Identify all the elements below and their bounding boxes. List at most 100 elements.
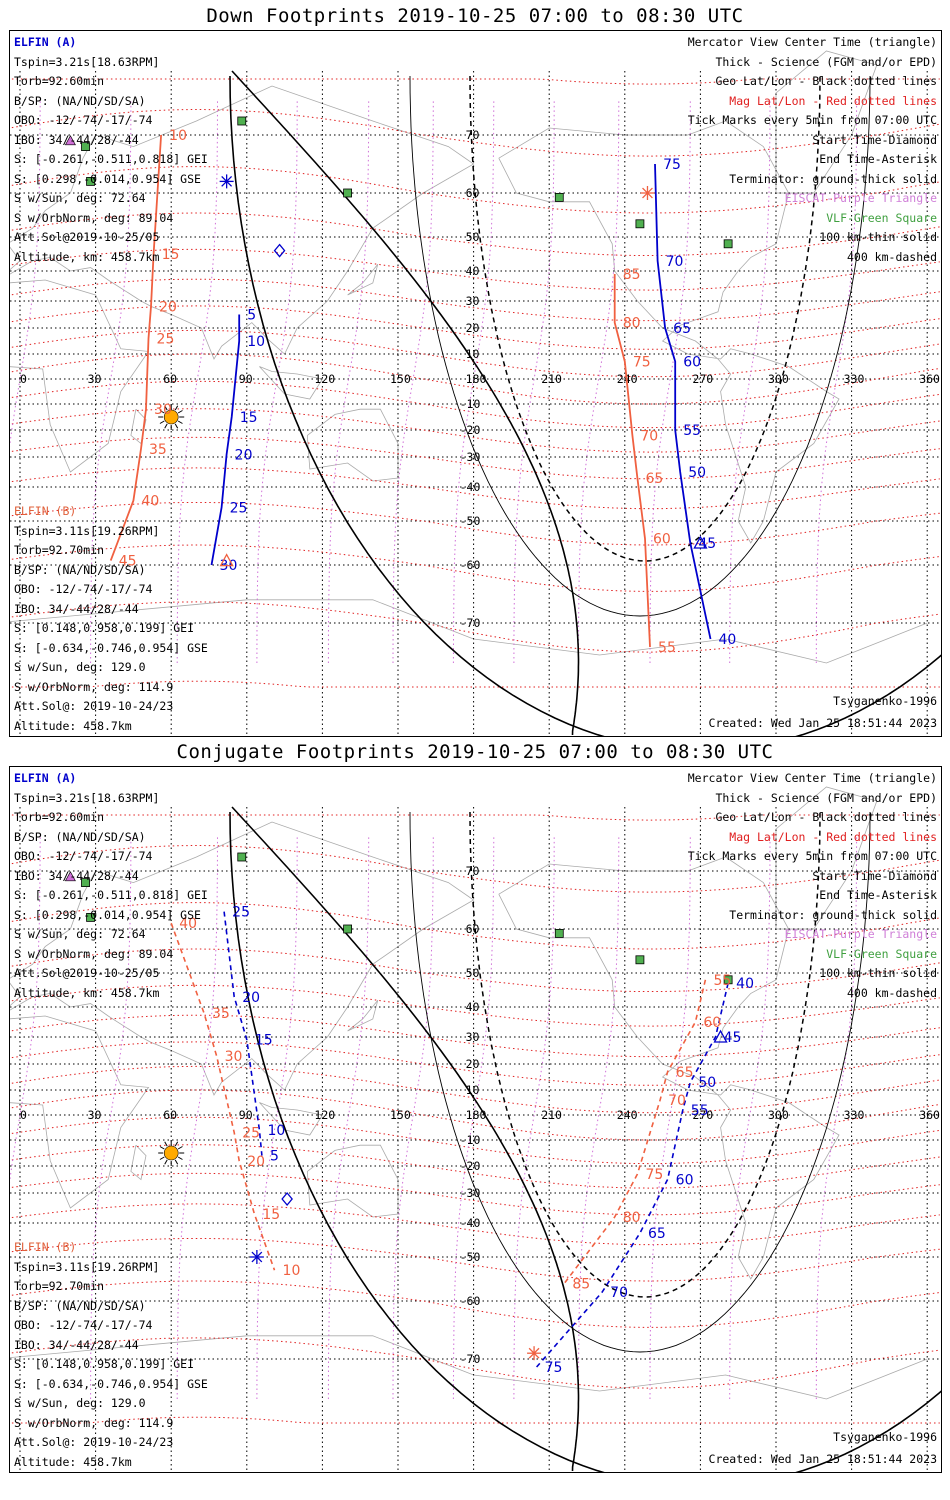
elfin-a-param: Att.Sol@2019-10-25/05 — [14, 230, 160, 244]
elfin-b-name: ELFIN (B) — [14, 1240, 77, 1254]
elfin-a-track: 25 20 15 10 5 75 70 65 60 55 50 45 40 — [223, 905, 754, 1376]
vlf-square-icon — [554, 928, 564, 938]
end-asterisk-icon — [249, 1250, 264, 1264]
lat-label: 10 — [466, 1083, 480, 1097]
lat-label: -20 — [460, 423, 481, 437]
lat-label: 70 — [466, 864, 480, 878]
center-triangle-icon — [713, 1029, 728, 1043]
lon-label: 90 — [239, 372, 253, 386]
lat-label: -60 — [460, 558, 481, 572]
lat-label: 40 — [466, 1000, 480, 1014]
elfin-a-param: Tspin=3.21s[18.63RPM] — [14, 790, 160, 805]
elfin-a-name: ELFIN (A) — [14, 771, 77, 785]
elfin-a-param: S: [0.298,-0.014,0.954] GSE — [14, 907, 201, 922]
elfin-b-param: S w/OrbNorm, deg: 114.9 — [14, 679, 174, 694]
lon-label: 360 — [919, 1108, 940, 1122]
track-tick-label: 10 — [267, 1123, 285, 1139]
panel-title-conjugate: Conjugate Footprints 2019-10-25 07:00 to… — [176, 741, 774, 763]
lon-label: 360 — [919, 372, 940, 386]
vlf-square-icon — [237, 852, 247, 862]
track-tick-label: 5 — [247, 308, 256, 324]
track-tick-label: 25 — [157, 331, 175, 347]
track-tick-label: 85 — [623, 267, 641, 283]
lat-label: 20 — [466, 1057, 480, 1071]
down-footprints-map: 0 30 60 90 120 150 180 210 240 270 300 330 360 70 60 50… — [9, 30, 942, 737]
legend-item: End Time-Asterisk — [819, 888, 937, 902]
lon-label: 300 — [768, 1108, 789, 1122]
lon-label: 150 — [390, 372, 411, 386]
track-markers — [219, 174, 708, 567]
track-tick-label: 55 — [658, 640, 676, 656]
elfin-a-param: S: [0.298,-0.014,0.954] GSE — [14, 171, 201, 186]
lon-label: 30 — [88, 372, 102, 386]
elfin-a-param: Torb=92.60min — [14, 810, 105, 824]
lat-label: 30 — [466, 294, 480, 308]
lat-label: 50 — [466, 966, 480, 980]
track-tick-label: 10 — [169, 128, 187, 144]
end-asterisk-icon — [640, 186, 655, 200]
legend-item: Tick Marks every 5min from 07:00 UTC — [687, 849, 937, 863]
legend-item: Tick Marks every 5min from 07:00 UTC — [687, 113, 937, 127]
track-tick-label: 10 — [283, 1263, 301, 1279]
legend-item: VLF-Green Square — [826, 946, 937, 961]
lon-label: 270 — [692, 1108, 713, 1122]
elfin-b-track: 40 35 30 25 20 15 10 85 80 75 70 65 60 55 — [170, 916, 731, 1292]
track-tick-label: 70 — [668, 1093, 686, 1109]
track-tick-label: 40 — [719, 632, 737, 648]
lat-label: 70 — [466, 128, 480, 142]
legend-item: VLF-Green Square — [826, 210, 937, 225]
vlf-square-icon — [237, 116, 247, 126]
elfin-b-param: OBO: -12/-74/-17/-74 — [14, 1318, 153, 1332]
legend-item: 100 km-thin solid — [819, 230, 937, 244]
elfin-b-param: Torb=92.70min — [14, 1279, 105, 1293]
track-tick-label: 40 — [179, 916, 197, 932]
vlf-square-icon — [81, 878, 90, 887]
map-canvas: 0 30 60 90 120 150 180 210 240 270 300 330 360706050… — [10, 50, 941, 736]
vlf-square-icon — [635, 219, 645, 229]
panel-title-down: Down Footprints 2019-10-25 07:00 to 08:3… — [206, 5, 744, 27]
elfin-a-param: Altitude, km: 458.7km — [14, 249, 160, 264]
elfin-b-param: S: [0.148,0.958,0.199] GEI — [14, 1357, 195, 1371]
elfin-b-param: B/SP: (NA/ND/SD/SA) — [14, 562, 146, 577]
track-tick-label: 55 — [713, 973, 731, 989]
elfin-a-param: OBO: -12/-74/-17/-74 — [14, 113, 153, 127]
elfin-b-param: S: [-0.634,-0.746,0.954] GSE — [14, 1376, 208, 1391]
legend-item: 100 km-thin solid — [819, 966, 937, 980]
track-tick-label: 75 — [663, 157, 681, 173]
track-tick-label: 20 — [242, 990, 260, 1006]
axis-labels: 0 30 60 90 120 150 180 210 240 270 300 330 360 70 60 50… — [20, 864, 940, 1366]
center-triangle-icon — [219, 553, 234, 567]
lon-label: 210 — [541, 1108, 562, 1122]
track-tick-label: 60 — [653, 532, 671, 548]
eiscat-triangle-icon — [64, 135, 76, 146]
legend-item: Thick - Science (FGM and/or EPD) — [715, 54, 937, 69]
conjugate-footprints-map: 0 30 60 90 120 150 180 210 240 270 300 330 360 70 60 50… — [9, 766, 942, 1473]
elfin-b-param: OBO: -12/-74/-17/-74 — [14, 582, 153, 596]
legend-item: EISCAT-Purple Triangle — [784, 191, 937, 205]
lat-label: -30 — [460, 1186, 481, 1200]
end-asterisk-icon — [219, 174, 234, 189]
track-tick-label: 25 — [232, 905, 250, 921]
legend-item: 400 km-dashed — [846, 985, 937, 1000]
track-tick-label: 65 — [676, 1065, 694, 1081]
track-tick-label: 65 — [673, 321, 691, 337]
legend-item: End Time-Asterisk — [819, 152, 937, 166]
lat-label: 50 — [466, 230, 480, 244]
terminator-curves — [229, 70, 941, 736]
lon-label: 180 — [466, 1108, 487, 1122]
track-tick-label: 30 — [225, 1049, 243, 1065]
eiscat-triangle-icon — [64, 871, 76, 882]
lon-label: 180 — [466, 372, 487, 386]
legend-item: Thick - Science (FGM and/or EPD) — [715, 790, 937, 805]
lat-label: -70 — [460, 1352, 481, 1366]
track-tick-label: 20 — [247, 1154, 265, 1170]
vlf-stations — [81, 852, 733, 985]
elfin-b-param: S w/OrbNorm, deg: 114.9 — [14, 1415, 174, 1430]
lat-label: -20 — [460, 1159, 481, 1173]
elfin-a-param: Tspin=3.21s[18.63RPM] — [14, 54, 160, 69]
elfin-b-name: ELFIN (B) — [14, 504, 77, 518]
elfin-b-param: Att.Sol@: 2019-10-24/23 — [14, 1435, 174, 1449]
track-tick-label: 10 — [247, 334, 265, 350]
elfin-a-param: S w/Sun, deg: 72.64 — [14, 191, 146, 205]
